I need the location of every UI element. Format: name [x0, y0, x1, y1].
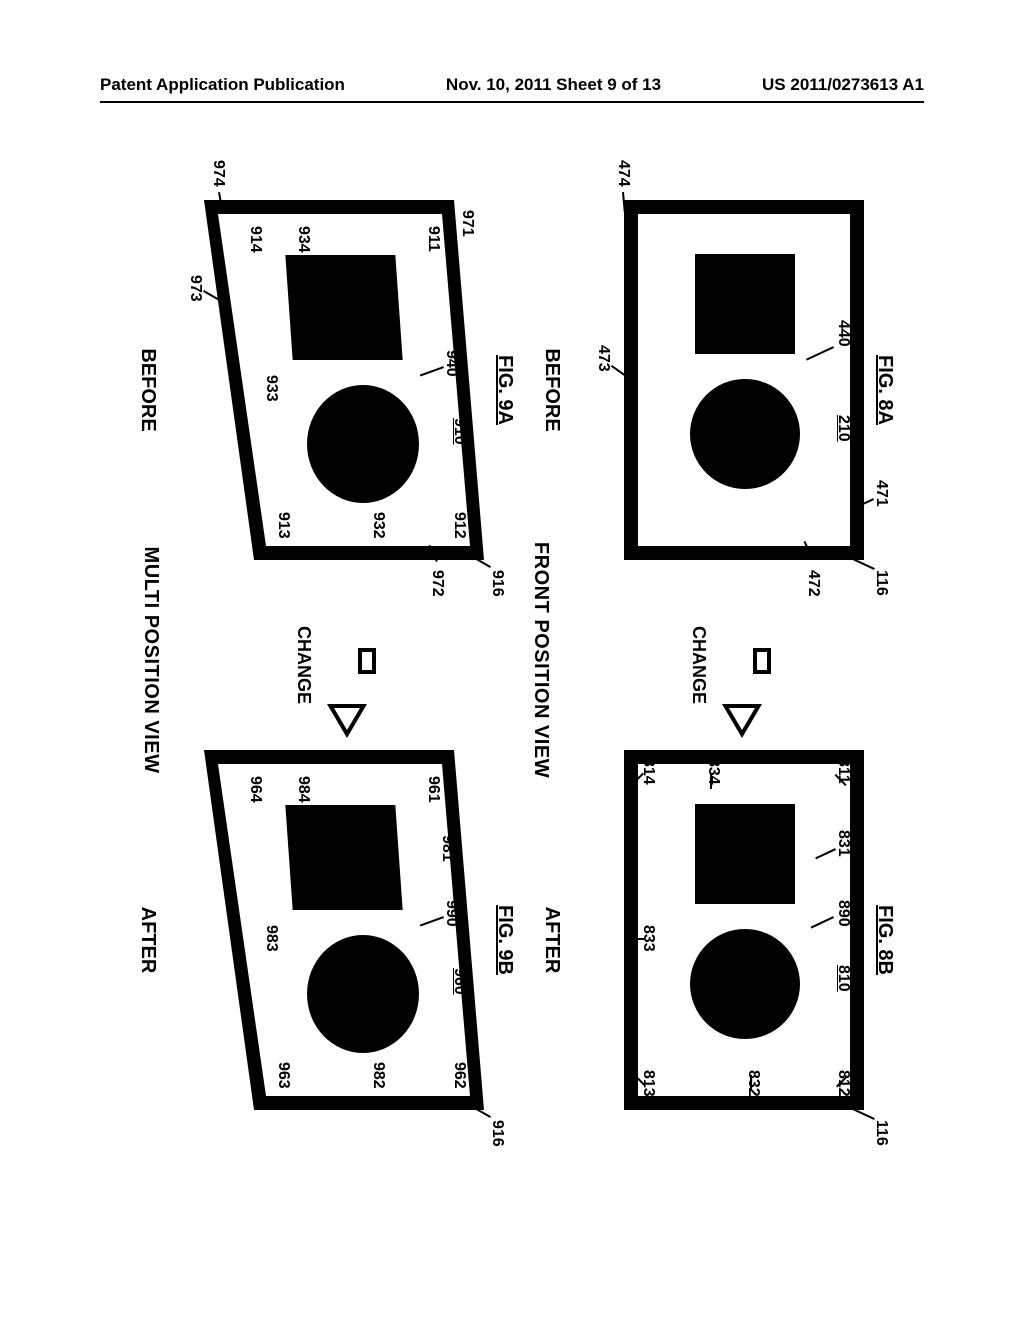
- header-rule: [100, 101, 924, 103]
- ref-912: 912: [450, 512, 468, 539]
- ref-914: 914: [246, 226, 264, 253]
- multi-view-label: MULTI POSITION VIEW: [139, 160, 162, 1160]
- panel-fig-9b: FIG. 9B 960 990 916 961 962 963 964 981 …: [192, 750, 512, 1130]
- lead-833: [629, 939, 644, 941]
- row-multi-view: FIG. 9A 910 940 916 971 972 973 974: [152, 160, 512, 1160]
- fig-8a-title: FIG. 8A: [873, 200, 896, 580]
- ref-834: 834: [704, 758, 722, 785]
- ref-933: 933: [262, 375, 280, 402]
- fig-8b-title: FIG. 8B: [873, 750, 896, 1130]
- arrow-stem-icon: [753, 648, 771, 674]
- lead-834: [711, 774, 713, 789]
- ref-472: 472: [804, 570, 822, 597]
- figure-area: FIG. 8A 210 440 471 116 472 473 474 BEFO…: [132, 160, 892, 1160]
- ref-913: 913: [274, 512, 292, 539]
- ref-940: 940: [442, 350, 460, 377]
- change-8-text: CHANGE: [688, 600, 709, 730]
- ref-210: 210: [834, 415, 852, 442]
- ref-471: 471: [872, 480, 890, 507]
- fig-8b-frame: [624, 750, 864, 1110]
- fig-8a-frame: [624, 200, 864, 560]
- panel-fig-8b: FIG. 8B 810 890 116 811 812 813 814 831 …: [592, 750, 892, 1130]
- fig-8a-circle: [690, 379, 800, 489]
- header-left: Patent Application Publication: [100, 75, 345, 95]
- ref-934: 934: [294, 226, 312, 253]
- ref-973: 973: [186, 275, 204, 302]
- fig-8b-circle: [690, 929, 800, 1039]
- fig-9a-square: [285, 255, 402, 360]
- ref-832: 832: [744, 1070, 762, 1097]
- arrow-icon: [327, 704, 367, 738]
- ref-983: 983: [262, 925, 280, 952]
- ref-814: 814: [639, 758, 657, 785]
- fig-8b-square: [695, 804, 795, 904]
- change-8: CHANGE: [688, 600, 762, 730]
- ref-831: 831: [834, 830, 852, 857]
- row-front-view: FIG. 8A 210 440 471 116 472 473 474 BEFO…: [532, 160, 892, 1160]
- ref-810: 810: [834, 965, 852, 992]
- ref-473: 473: [594, 345, 612, 372]
- page-header: Patent Application Publication Nov. 10, …: [0, 75, 1024, 103]
- ref-932: 932: [369, 512, 387, 539]
- ref-981: 981: [438, 835, 456, 862]
- ref-116b: 116: [872, 1120, 890, 1146]
- ref-911: 911: [424, 226, 442, 252]
- ref-811: 811: [834, 758, 852, 784]
- header-right: US 2011/0273613 A1: [762, 75, 924, 95]
- ref-982: 982: [369, 1062, 387, 1089]
- ref-972: 972: [428, 570, 446, 597]
- front-view-label: FRONT POSITION VIEW: [529, 160, 552, 1160]
- ref-962: 962: [450, 1062, 468, 1089]
- ref-961: 961: [424, 776, 442, 803]
- fig-9b-circle: [307, 935, 419, 1053]
- ref-116: 116: [872, 570, 890, 596]
- fig-9a-circle: [307, 385, 419, 503]
- ref-964: 964: [246, 776, 264, 803]
- lead-832: [750, 1075, 752, 1090]
- header-center: Nov. 10, 2011 Sheet 9 of 13: [446, 75, 661, 95]
- panel-fig-9a: FIG. 9A 910 940 916 971 972 973 974: [192, 200, 512, 580]
- fig-9a-title: FIG. 9A: [493, 200, 516, 580]
- change-9: CHANGE: [293, 600, 367, 730]
- fig-9b-square: [285, 805, 402, 910]
- ref-990: 990: [442, 900, 460, 927]
- fig-8a-square: [695, 254, 795, 354]
- ref-910: 910: [450, 418, 468, 445]
- ref-984: 984: [294, 776, 312, 803]
- ref-474: 474: [614, 160, 632, 187]
- ref-916a: 916: [488, 570, 506, 597]
- ref-963: 963: [274, 1062, 292, 1089]
- panel-fig-8a: FIG. 8A 210 440 471 116 472 473 474 BEFO…: [592, 200, 892, 580]
- ref-971: 971: [458, 210, 476, 237]
- change-9-text: CHANGE: [293, 600, 314, 730]
- arrow-stem-icon: [358, 648, 376, 674]
- ref-890: 890: [834, 900, 852, 927]
- ref-916b: 916: [488, 1120, 506, 1147]
- ref-960: 960: [450, 968, 468, 995]
- ref-974: 974: [209, 160, 227, 187]
- fig-9b-title: FIG. 9B: [493, 750, 516, 1130]
- ref-440: 440: [834, 320, 852, 347]
- arrow-icon: [722, 704, 762, 738]
